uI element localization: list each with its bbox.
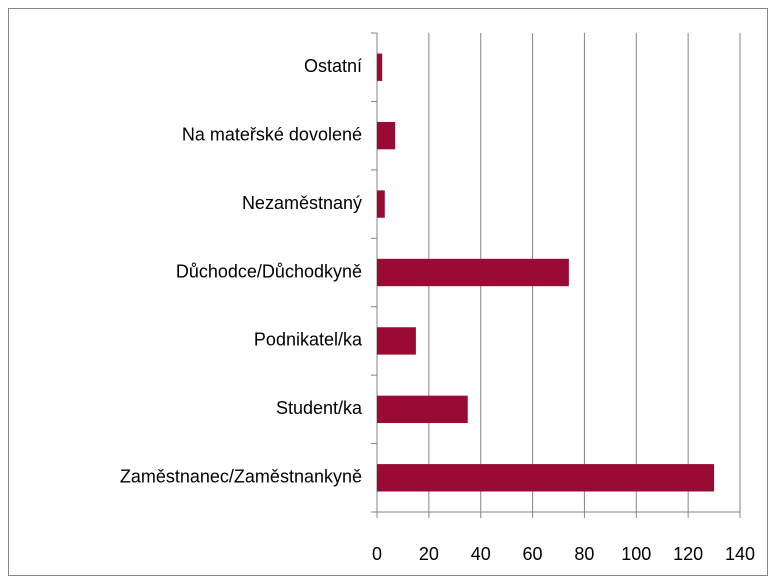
y-tick-label: Podnikatel/ka: [254, 330, 363, 350]
x-tick-label: 140: [725, 544, 755, 564]
y-tick-label: Na mateřské dovolené: [182, 124, 362, 144]
y-tick-label: Student/ka: [276, 398, 363, 418]
x-tick-label: 0: [372, 544, 382, 564]
bar: [377, 258, 569, 287]
x-tick-label: 60: [523, 544, 543, 564]
y-tick-label: Ostatní: [304, 56, 362, 76]
x-tick-label: 120: [673, 544, 703, 564]
x-tick-label: 100: [621, 544, 651, 564]
x-tick-label: 20: [419, 544, 439, 564]
bar: [377, 190, 385, 218]
y-tick-label: Nezaměstnaný: [242, 193, 362, 213]
bar: [377, 395, 468, 424]
y-tick-label: Zaměstnanec/Zaměstnankyně: [120, 467, 362, 487]
y-tick-label: Důchodce/Důchodkyně: [176, 261, 362, 281]
bar: [377, 121, 396, 150]
bar: [377, 464, 715, 492]
x-tick-label: 80: [574, 544, 594, 564]
bar: [377, 327, 416, 355]
bar: [377, 53, 383, 81]
x-tick-label: 40: [471, 544, 491, 564]
